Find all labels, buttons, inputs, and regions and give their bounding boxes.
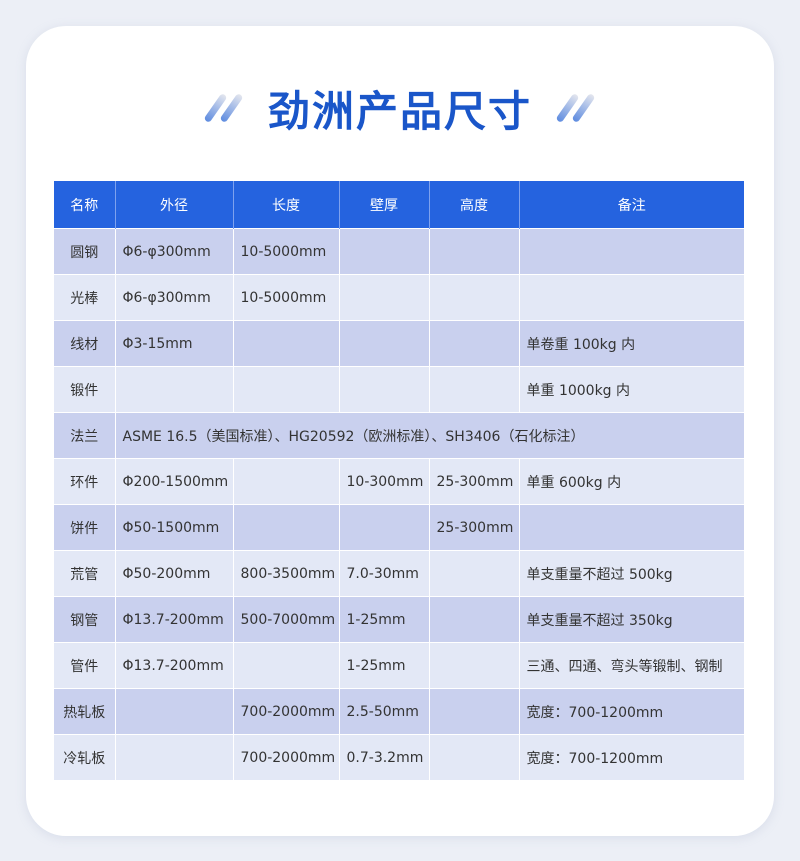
product-name-cell: 钢管	[54, 596, 116, 643]
table-cell	[519, 228, 744, 275]
table-cell: 700-2000mm	[233, 688, 340, 735]
product-name-cell: 线材	[54, 320, 116, 367]
product-name-cell: 圆钢	[54, 228, 116, 275]
table-cell	[233, 366, 340, 413]
table-row: 冷轧板 700-2000mm 0.7-3.2mm 宽度：700-1200mm	[54, 734, 744, 780]
column-header: 壁厚	[339, 181, 430, 229]
title-bar: 劲洲产品尺寸	[0, 78, 800, 138]
table-cell: Φ200-1500mm	[115, 458, 234, 505]
table-cell: 2.5-50mm	[339, 688, 430, 735]
product-name-cell: 锻件	[54, 366, 116, 413]
table-cell	[115, 688, 234, 735]
column-header: 备注	[519, 181, 744, 229]
table-cell: 10-300mm	[339, 458, 430, 505]
table-cell: 1-25mm	[339, 642, 430, 689]
table-cell	[339, 320, 430, 367]
table-cell	[429, 550, 520, 597]
page-title: 劲洲产品尺寸	[267, 86, 532, 136]
table-cell	[519, 504, 744, 551]
table-cell	[233, 458, 340, 505]
table-cell	[519, 274, 744, 321]
table-cell: 700-2000mm	[233, 734, 340, 780]
table-cell	[233, 642, 340, 689]
table-cell	[339, 228, 430, 275]
table-cell	[339, 274, 430, 321]
table-cell	[339, 504, 430, 551]
table-cell: 宽度：700-1200mm	[519, 734, 744, 780]
table-cell: 7.0-30mm	[339, 550, 430, 597]
table-cell: 单支重量不超过 500kg	[519, 550, 744, 597]
table-cell: Φ50-200mm	[115, 550, 234, 597]
product-name-cell: 法兰	[54, 412, 116, 459]
product-name-cell: 光棒	[54, 274, 116, 321]
table-cell: 单重 600kg 内	[519, 458, 744, 505]
column-header: 名称	[54, 181, 116, 229]
table-header-row: 名称 外径 长度 壁厚 高度 备注	[54, 181, 744, 229]
table-row: 法兰 ASME 16.5（美国标准）、HG20592（欧洲标准）、SH3406（石…	[54, 412, 744, 459]
table-cell: 25-300mm	[429, 458, 520, 505]
table-cell	[429, 366, 520, 413]
table-cell	[115, 366, 234, 413]
column-header: 长度	[233, 181, 340, 229]
table-cell: 三通、四通、弯头等锻制、钢制	[519, 642, 744, 689]
table-row: 荒管 Φ50-200mm 800-3500mm 7.0-30mm 单支重量不超过 500…	[54, 550, 744, 597]
table-cell	[339, 366, 430, 413]
table-cell	[233, 504, 340, 551]
table-row: 饼件 Φ50-1500mm 25-300mm	[54, 504, 744, 551]
table-row: 管件 Φ13.7-200mm 1-25mm 三通、四通、弯头等锻制、钢制	[54, 642, 744, 689]
table-cell: 500-7000mm	[233, 596, 340, 643]
table-cell	[429, 734, 520, 780]
double-slash-icon	[203, 90, 244, 126]
table-cell	[429, 320, 520, 367]
table-cell	[429, 228, 520, 275]
product-name-cell: 环件	[54, 458, 116, 505]
table-cell: 25-300mm	[429, 504, 520, 551]
table-row: 线材 Φ3-15mm 单卷重 100kg 内	[54, 320, 744, 367]
product-name-cell: 管件	[54, 642, 116, 689]
table-cell	[429, 274, 520, 321]
table-cell: Φ6-φ300mm	[115, 274, 234, 321]
table-cell: Φ13.7-200mm	[115, 642, 234, 689]
table-row: 热轧板 700-2000mm 2.5-50mm 宽度：700-1200mm	[54, 688, 744, 735]
column-header: 外径	[115, 181, 234, 229]
table-row: 圆钢 Φ6-φ300mm 10-5000mm	[54, 228, 744, 275]
product-name-cell: 饼件	[54, 504, 116, 551]
table-row: 锻件 单重 1000kg 内	[54, 366, 744, 413]
table-cell: Φ6-φ300mm	[115, 228, 234, 275]
table-cell: Φ50-1500mm	[115, 504, 234, 551]
table-cell: 单支重量不超过 350kg	[519, 596, 744, 643]
spec-span-cell: ASME 16.5（美国标准）、HG20592（欧洲标准）、SH3406（石化标…	[115, 412, 744, 459]
table-cell: 10-5000mm	[233, 274, 340, 321]
table-cell: 单卷重 100kg 内	[519, 320, 744, 367]
table-cell: 1-25mm	[339, 596, 430, 643]
table-cell: 宽度：700-1200mm	[519, 688, 744, 735]
table-row: 环件 Φ200-1500mm 10-300mm 25-300mm 单重 600kg 内	[54, 458, 744, 505]
table-cell: 800-3500mm	[233, 550, 340, 597]
product-name-cell: 热轧板	[54, 688, 116, 735]
product-size-table: 名称 外径 长度 壁厚 高度 备注 圆钢 Φ6-φ300mm 10-5000mm 光棒 Φ6-φ3…	[54, 181, 744, 780]
table-cell	[429, 642, 520, 689]
table-cell: 0.7-3.2mm	[339, 734, 430, 780]
table-cell: Φ13.7-200mm	[115, 596, 234, 643]
table-cell	[233, 320, 340, 367]
product-name-cell: 冷轧板	[54, 734, 116, 780]
table-cell: Φ3-15mm	[115, 320, 234, 367]
table-row: 钢管 Φ13.7-200mm 500-7000mm 1-25mm 单支重量不超过 350…	[54, 596, 744, 643]
table-cell	[429, 596, 520, 643]
table-cell: 单重 1000kg 内	[519, 366, 744, 413]
table-cell	[429, 688, 520, 735]
table-row: 光棒 Φ6-φ300mm 10-5000mm	[54, 274, 744, 321]
table-cell: 10-5000mm	[233, 228, 340, 275]
table-cell	[115, 734, 234, 780]
double-slash-icon	[555, 90, 596, 126]
product-name-cell: 荒管	[54, 550, 116, 597]
column-header: 高度	[429, 181, 520, 229]
